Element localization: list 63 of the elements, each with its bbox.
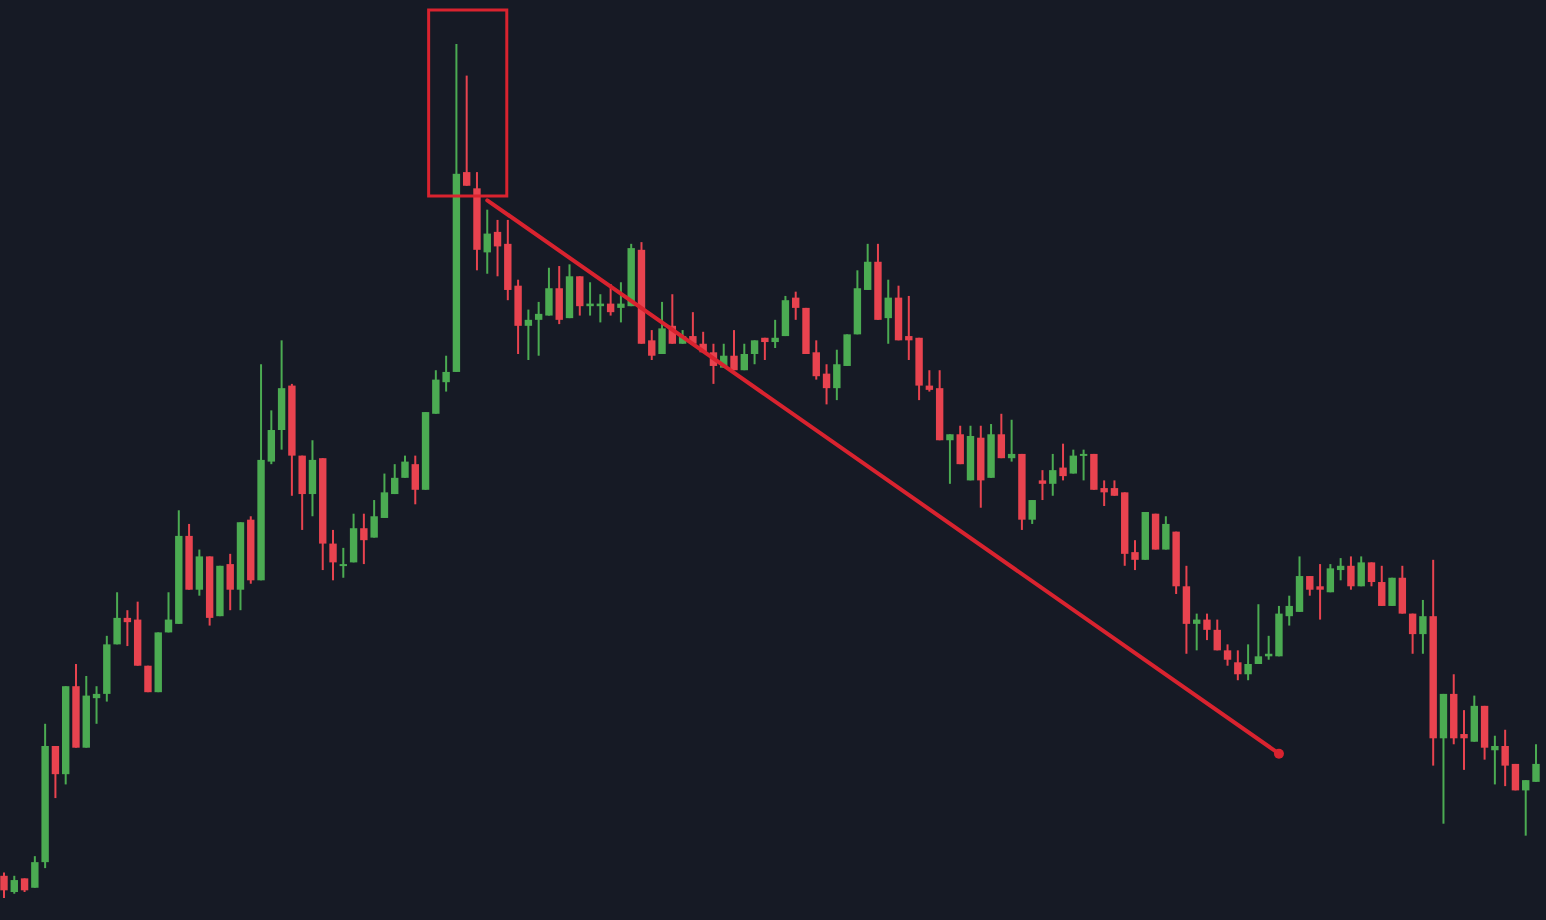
candlestick: [997, 412, 1006, 460]
candlestick: [1388, 576, 1396, 607]
candlestick: [1480, 704, 1489, 761]
candlestick: [658, 300, 666, 355]
candlestick: [1038, 469, 1047, 502]
candlestick: [1079, 448, 1088, 482]
candlestick: [360, 512, 368, 566]
candlestick: [1491, 734, 1499, 786]
candlestick: [576, 275, 584, 317]
candlestick: [524, 308, 533, 361]
candlestick: [946, 433, 954, 485]
candlestick: [1162, 515, 1170, 551]
candlestick: [1419, 598, 1427, 655]
candlestick: [1028, 499, 1036, 525]
candlestick: [740, 342, 748, 372]
candlestick: [462, 74, 471, 187]
candlestick: [977, 424, 985, 509]
candlestick: [1223, 643, 1232, 667]
candlestick: [1182, 564, 1191, 655]
candlestick: [792, 290, 800, 321]
candlestick: [1049, 452, 1057, 497]
candlestick: [1244, 643, 1252, 682]
candlestick: [1069, 448, 1078, 475]
candlestick: [1347, 555, 1355, 591]
candlestick: [339, 546, 347, 579]
candlestick: [1470, 694, 1479, 743]
candlestick: [1367, 561, 1376, 588]
candlestick: [966, 424, 975, 482]
candlestick: [1254, 603, 1263, 665]
candlestick: [411, 454, 419, 506]
candlestick: [555, 265, 563, 326]
candlestick: [0, 871, 8, 899]
candlestick: [349, 512, 358, 564]
candlestick: [1151, 512, 1160, 551]
candlestick: [226, 552, 234, 612]
candlestick: [956, 424, 964, 466]
candlestick: [730, 329, 738, 372]
candlestick: [1408, 612, 1417, 655]
candlestick: [987, 423, 995, 479]
candlestick: [1398, 564, 1407, 615]
candlestick: [483, 208, 491, 275]
candlestick: [329, 528, 337, 582]
candlestick: [1357, 555, 1365, 588]
candlestick: [277, 339, 286, 451]
candlestick: [401, 454, 409, 479]
candlestick: [1203, 612, 1211, 642]
candlestick: [113, 591, 121, 646]
candlestick: [31, 855, 39, 889]
candlestick: [781, 294, 790, 338]
candlestick: [884, 278, 892, 345]
candlestick: [1439, 692, 1448, 825]
candlestick: [565, 263, 574, 320]
candlestick: [1059, 442, 1067, 482]
candlestick: [195, 548, 204, 597]
candlestick: [1141, 510, 1149, 561]
candlestick: [298, 454, 306, 531]
candlestick: [1213, 618, 1221, 652]
candlestick: [1378, 564, 1386, 607]
candlestick: [750, 339, 759, 366]
candlestick: [308, 439, 317, 518]
candlestick: [1234, 649, 1242, 682]
candlestick: [51, 744, 60, 800]
candlestick: [771, 318, 779, 350]
